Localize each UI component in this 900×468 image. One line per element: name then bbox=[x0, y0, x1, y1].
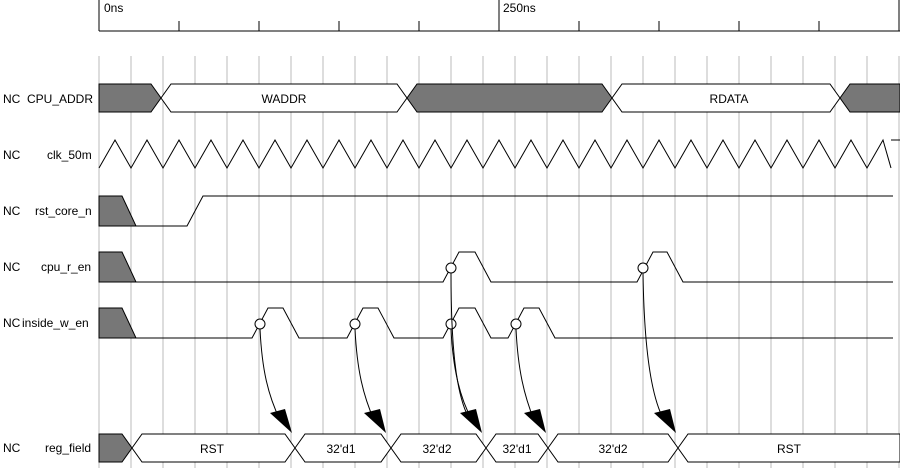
bus-value-32d1: 32'd1 bbox=[503, 442, 532, 456]
arrowhead bbox=[524, 409, 546, 433]
waveform-inside-w-en bbox=[98, 307, 893, 339]
signal-names: NC CPU_ADDR NC clk_50m NC rst_core_n NC … bbox=[3, 92, 93, 455]
ruler-label-250ns: 250ns bbox=[503, 1, 536, 15]
waveform-clk-50m bbox=[98, 138, 900, 170]
edge-marker bbox=[510, 318, 522, 330]
inside-w-en-line bbox=[136, 307, 893, 339]
bus-segment-undefined bbox=[98, 433, 133, 463]
bus-value-rst: RST bbox=[200, 442, 225, 456]
rst-core-n-line bbox=[136, 195, 893, 227]
signal-name-cpu-addr: CPU_ADDR bbox=[27, 92, 93, 106]
bus-value-32d2: 32'd2 bbox=[423, 442, 452, 456]
undefined-region bbox=[98, 307, 137, 339]
waveform-cpu-r-en bbox=[98, 251, 893, 283]
bus-value-32d1: 32'd1 bbox=[327, 442, 356, 456]
bus-value-rst: RST bbox=[777, 442, 802, 456]
grid-lines bbox=[98, 56, 900, 468]
ruler-label-0ns: 0ns bbox=[104, 1, 123, 15]
waveform-reg-field: RST 32'd1 32'd2 32'd1 32'd2 RST bbox=[98, 433, 900, 463]
edge-marker bbox=[254, 318, 266, 330]
signal-name-reg-field: reg_field bbox=[45, 441, 91, 455]
undefined-region bbox=[98, 195, 137, 227]
arrow-path bbox=[515, 328, 535, 421]
edge-marker bbox=[445, 318, 457, 330]
signal-prefix: NC bbox=[3, 260, 21, 274]
undefined-region bbox=[98, 251, 137, 283]
signal-name-rst-core-n: rst_core_n bbox=[35, 204, 92, 218]
signal-name-cpu-r-en: cpu_r_en bbox=[41, 260, 91, 274]
arrow-path bbox=[354, 328, 375, 421]
edge-marker bbox=[637, 262, 649, 274]
waveform-cpu-addr: WADDR RDATA bbox=[98, 83, 900, 113]
bus-segment-undefined bbox=[839, 83, 900, 113]
arrow-path bbox=[450, 272, 471, 421]
bus-value-waddr: WADDR bbox=[262, 92, 307, 106]
arrowhead bbox=[270, 409, 292, 433]
bus-segment-rst bbox=[677, 433, 900, 463]
arrow-path bbox=[259, 328, 281, 421]
arrow-path bbox=[450, 328, 473, 421]
signal-prefix: NC bbox=[3, 92, 21, 106]
arrow-path bbox=[642, 272, 665, 421]
signal-name-inside-w-en: inside_w_en bbox=[22, 316, 89, 330]
signal-prefix: NC bbox=[3, 204, 21, 218]
clock-waveform bbox=[98, 138, 892, 170]
signal-prefix: NC bbox=[3, 316, 21, 330]
bus-segment-undefined bbox=[406, 83, 613, 113]
arrowhead bbox=[654, 409, 676, 433]
signal-prefix: NC bbox=[3, 148, 21, 162]
signal-name-clk-50m: clk_50m bbox=[47, 148, 92, 162]
causality-arrows bbox=[259, 272, 676, 433]
bus-value-rdata: RDATA bbox=[710, 92, 749, 106]
bus-value-32d2: 32'd2 bbox=[599, 442, 628, 456]
time-ruler: 0ns 250ns bbox=[98, 0, 900, 32]
waveform-rst-core-n bbox=[98, 195, 893, 227]
edge-marker bbox=[445, 262, 457, 274]
arrowhead bbox=[460, 409, 482, 433]
signal-prefix: NC bbox=[3, 441, 21, 455]
bus-segment-undefined bbox=[98, 83, 162, 113]
arrowhead bbox=[364, 409, 386, 433]
edge-marker bbox=[349, 318, 361, 330]
